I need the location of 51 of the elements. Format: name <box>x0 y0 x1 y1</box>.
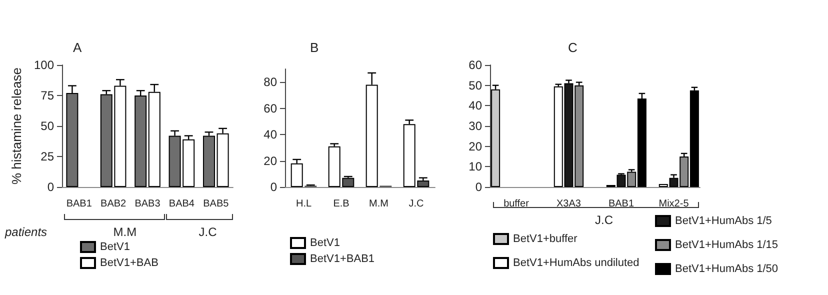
bar <box>491 89 500 187</box>
y-tick-label: 80 <box>264 75 278 90</box>
text: patients <box>4 225 48 239</box>
y-tick-label: 60 <box>264 101 278 116</box>
x-tick-label: M.M <box>369 198 388 210</box>
y-tick-label: 100 <box>34 58 54 72</box>
text: J.C <box>198 225 218 239</box>
legend-label: BetV1+HumAbs 1/50 <box>675 263 778 275</box>
chart-title: C <box>568 40 578 55</box>
y-tick-label: 0 <box>270 180 278 194</box>
y-axis-title: % histamine release <box>9 67 24 185</box>
legend-label: BetV1+BAB1 <box>310 253 375 265</box>
chart-title: B <box>310 40 319 55</box>
x-tick-label: BAB5 <box>203 198 230 210</box>
y-tick-label: 30 <box>468 119 482 133</box>
x-tick-label: BAB3 <box>134 198 161 210</box>
y-tick-label: 50 <box>40 119 54 133</box>
y-tick-label: 20 <box>264 154 278 168</box>
x-tick-label: Mix2-5 <box>658 198 690 210</box>
text: M.M <box>113 225 137 239</box>
x-tick-label: BAB4 <box>168 198 195 210</box>
text: J.C <box>595 213 614 227</box>
y-tick-label: 20 <box>468 139 482 154</box>
bar <box>290 163 303 187</box>
chart-title: A <box>73 40 82 55</box>
legend-label: BetV1 <box>100 241 130 253</box>
legend-label: BetV1+HumAbs 1/15 <box>675 239 778 251</box>
legend-label: BetV1 <box>310 237 340 249</box>
x-tick-label: X3A3 <box>556 198 582 210</box>
x-tick-label: buffer <box>504 198 530 210</box>
y-tick-label: 40 <box>468 98 482 113</box>
y-tick-label: 40 <box>264 128 278 142</box>
legend-label: BetV1+HumAbs 1/5 <box>675 215 772 227</box>
x-tick-label: H.L <box>296 198 312 210</box>
legend-label: BetV1+BAB <box>100 257 158 269</box>
y-tick-label: 75 <box>40 88 54 102</box>
legend-label: BetV1+HumAbs undiluted <box>513 257 640 269</box>
x-tick-label: E.B <box>333 198 350 210</box>
x-tick-label: J.C <box>408 198 424 210</box>
y-tick-label: 10 <box>468 160 482 174</box>
y-tick-label: 60 <box>468 58 482 72</box>
y-tick-label: 0 <box>47 180 54 194</box>
x-tick-label: BAB2 <box>100 198 127 210</box>
y-tick-label: 25 <box>40 150 54 164</box>
y-tick-label: 50 <box>468 78 482 92</box>
x-tick-label: BAB1 <box>66 198 92 210</box>
bar <box>216 133 229 187</box>
y-tick-label: 0 <box>475 180 482 194</box>
x-tick-label: BAB1 <box>608 198 634 210</box>
legend-label: BetV1+buffer <box>513 233 578 245</box>
bar <box>203 136 215 187</box>
